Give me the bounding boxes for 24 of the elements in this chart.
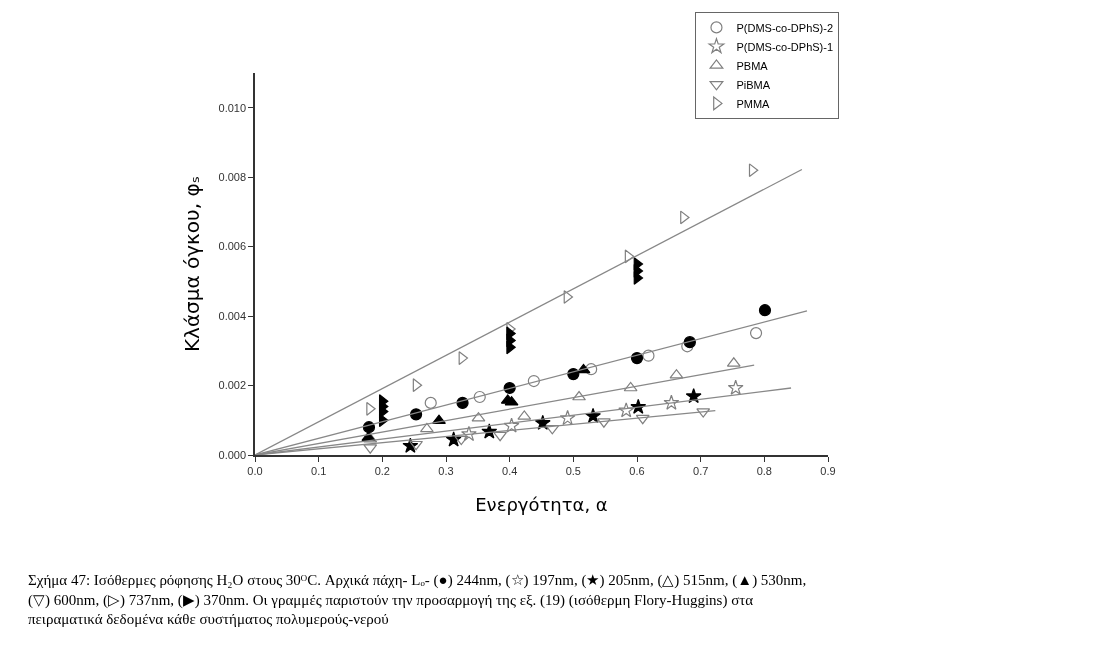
- y-tick-label: 0.010: [218, 101, 247, 114]
- y-tick-label: 0.000: [218, 448, 247, 461]
- y-tick-label: 0.004: [218, 309, 247, 322]
- legend-label: P(DMS-co-DPhS)-1: [736, 40, 834, 53]
- x-tick-label: 0.3: [438, 464, 454, 477]
- legend-label: P(DMS-co-DPhS)-2: [736, 21, 834, 34]
- legend-label: PBMA: [736, 59, 769, 72]
- y-axis-title: Κλάσμα όγκου, φₛ: [179, 175, 204, 353]
- x-tick-label: 0.5: [565, 464, 581, 477]
- x-tick-label: 0.1: [311, 464, 327, 477]
- x-tick-label: 0.7: [693, 464, 709, 477]
- x-tick-label: 0.9: [820, 464, 836, 477]
- x-axis-title: Ενεργότητα, α: [475, 493, 608, 515]
- x-tick-label: 0.2: [374, 464, 390, 477]
- y-tick-label: 0.006: [218, 240, 247, 253]
- x-tick-label: 0.8: [756, 464, 772, 477]
- x-tick-label: 0.6: [629, 464, 645, 477]
- legend-label: PMMA: [736, 97, 771, 110]
- text: Σχήμα 47: Ισόθερμες ρόφησης H₂O στους 30ᴼC. Αρχικά πάχη- Lₒ- (●) 244nm, (☆) 197nm, (★) 205nm, (△) 515nm, (▲) 530nm, (▽) 600nm, (▷) 737nm, (▶) 370nm. Οι γραμμές παριστούν την προσαρμογή της εξ. (19) (ισόθερμη Flory-Huggins) στα πειραματικά δεδομένα κάθε συστήματος πολυμερούς-νερού: [28, 572, 807, 627]
- x-tick-label: 0.4: [502, 464, 518, 477]
- text: 0.0: [247, 464, 263, 477]
- y-tick-label: 0.002: [218, 379, 247, 392]
- legend-label: PiBMA: [736, 78, 771, 91]
- y-tick-label: 0.008: [218, 171, 247, 184]
